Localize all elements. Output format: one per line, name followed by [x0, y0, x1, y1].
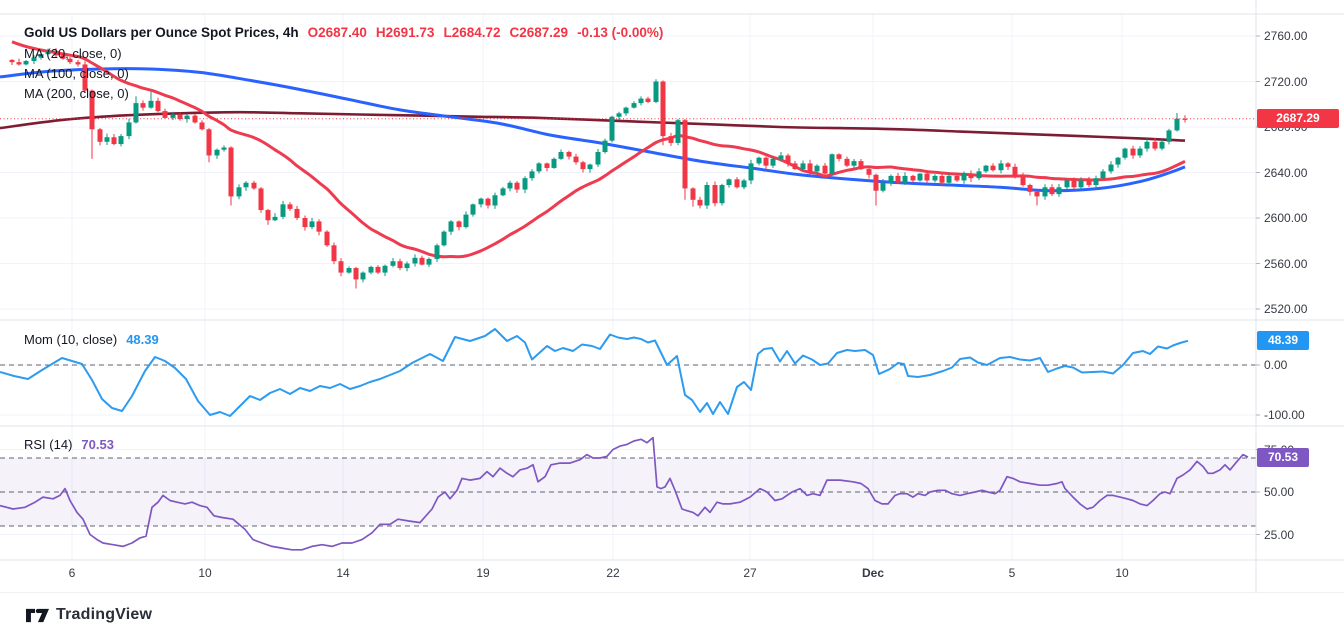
candlestick-series: [9, 48, 1188, 289]
pane-borders: [0, 0, 1344, 593]
tradingview-logo-text: TradingView: [56, 606, 153, 623]
vertical-gridlines: [71, 14, 1123, 560]
ma200-line: [0, 110, 1186, 142]
price-gridlines: [0, 35, 1256, 310]
ma20-line: [11, 40, 1186, 259]
tradingview-logo-icon: [26, 608, 49, 622]
price-pane: [0, 35, 1256, 310]
price-axis[interactable]: [1256, 0, 1344, 593]
tradingview-logo[interactable]: TradingView: [26, 606, 152, 624]
rsi-pane: [0, 436, 1256, 551]
time-axis[interactable]: [0, 560, 1256, 593]
momentum-pane: [0, 328, 1256, 417]
chart-canvas[interactable]: [0, 0, 1344, 593]
